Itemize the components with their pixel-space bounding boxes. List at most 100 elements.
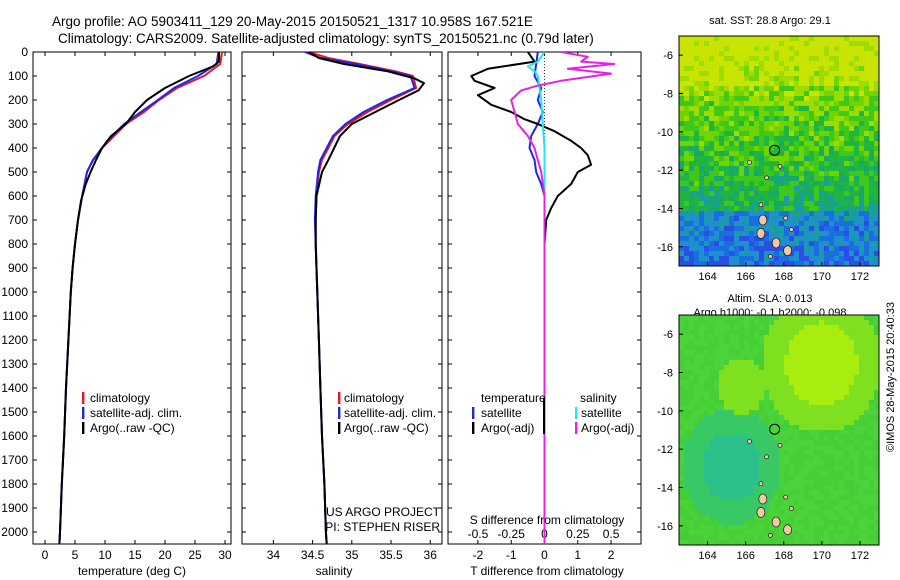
map-cell — [824, 420, 830, 426]
map-cell — [709, 51, 715, 57]
map-cell — [779, 131, 785, 137]
map-cell — [799, 490, 805, 496]
map-cell — [709, 500, 715, 506]
map-cell — [694, 330, 700, 336]
map-cell — [714, 365, 720, 371]
map-cell — [794, 41, 800, 47]
map-cell — [754, 350, 760, 356]
map-cell — [784, 455, 790, 461]
map-cell — [759, 206, 765, 212]
map-cell — [819, 216, 825, 222]
map-cell — [694, 325, 700, 331]
map-cell — [859, 320, 865, 326]
map-cell — [779, 420, 785, 426]
map-cell — [719, 126, 725, 132]
map-cell — [819, 131, 825, 137]
map-cell — [839, 246, 845, 252]
map-cell — [844, 86, 850, 92]
map-cell — [709, 375, 715, 381]
map-cell — [754, 206, 760, 212]
map-cell — [819, 325, 825, 331]
map-cell — [799, 470, 805, 476]
legend-swatch-satellite — [82, 407, 85, 419]
map-cell — [784, 151, 790, 157]
map-cell — [714, 440, 720, 446]
map-cell — [679, 320, 685, 326]
map-cell — [754, 455, 760, 461]
map-cell — [689, 415, 695, 421]
map-cell — [864, 236, 870, 242]
map-cell — [869, 41, 875, 47]
map-cell — [784, 111, 790, 117]
map-cell — [729, 186, 735, 192]
map-cell — [719, 61, 725, 67]
map-cell — [774, 116, 780, 122]
map-cell — [764, 206, 770, 212]
map-cell — [794, 515, 800, 521]
map-cell — [794, 121, 800, 127]
map-cell — [774, 201, 780, 207]
map-cell — [739, 380, 745, 386]
map-cell — [814, 206, 820, 212]
argo-position-marker — [769, 423, 781, 435]
map-cell — [744, 520, 750, 526]
map-cell — [874, 251, 880, 257]
map-cell — [714, 515, 720, 521]
map-cell — [729, 400, 735, 406]
map-cell — [869, 251, 875, 257]
map-cell — [864, 231, 870, 237]
map-cell — [724, 505, 730, 511]
map-cell — [714, 121, 720, 127]
map-cell — [769, 325, 775, 331]
map-cell — [689, 385, 695, 391]
map-cell — [799, 66, 805, 72]
map-cell — [734, 375, 740, 381]
map-cell — [684, 151, 690, 157]
map-cell — [849, 325, 855, 331]
map-cell — [769, 425, 775, 431]
map-cell — [824, 435, 830, 441]
map-cell — [869, 116, 875, 122]
map-cell — [824, 350, 830, 356]
map-cell — [794, 380, 800, 386]
map-cell — [709, 320, 715, 326]
map-cell — [839, 141, 845, 147]
map-cell — [864, 91, 870, 97]
map-cell — [869, 495, 875, 501]
map-cell — [849, 41, 855, 47]
series-line-climatology — [308, 52, 418, 544]
map-cell — [689, 246, 695, 252]
map-cell — [789, 206, 795, 212]
map-cell — [799, 81, 805, 87]
map-cell — [724, 345, 730, 351]
map-cell — [849, 500, 855, 506]
map-cell — [759, 146, 765, 152]
map-cell — [729, 405, 735, 411]
map-cell — [684, 470, 690, 476]
map-cell — [754, 221, 760, 227]
header-line2: Climatology: CARS2009. Satellite-adjuste… — [58, 31, 594, 46]
map-cell — [754, 76, 760, 82]
map-cell — [709, 96, 715, 102]
map-cell — [769, 201, 775, 207]
map-cell — [829, 101, 835, 107]
map-cell — [684, 216, 690, 222]
map-cell — [794, 435, 800, 441]
map-cell — [869, 161, 875, 167]
map-cell — [869, 91, 875, 97]
map-cell — [739, 465, 745, 471]
map-cell — [799, 186, 805, 192]
map-cell — [839, 111, 845, 117]
map-cell — [759, 41, 765, 47]
map-cell — [749, 246, 755, 252]
map-cell — [854, 450, 860, 456]
map-cell — [734, 450, 740, 456]
map-cell — [769, 156, 775, 162]
map-cell — [729, 221, 735, 227]
map-cell — [874, 475, 880, 481]
map-cell — [794, 136, 800, 142]
map-cell — [774, 66, 780, 72]
map-cell — [709, 261, 715, 267]
map-cell — [819, 126, 825, 132]
map-cell — [709, 216, 715, 222]
